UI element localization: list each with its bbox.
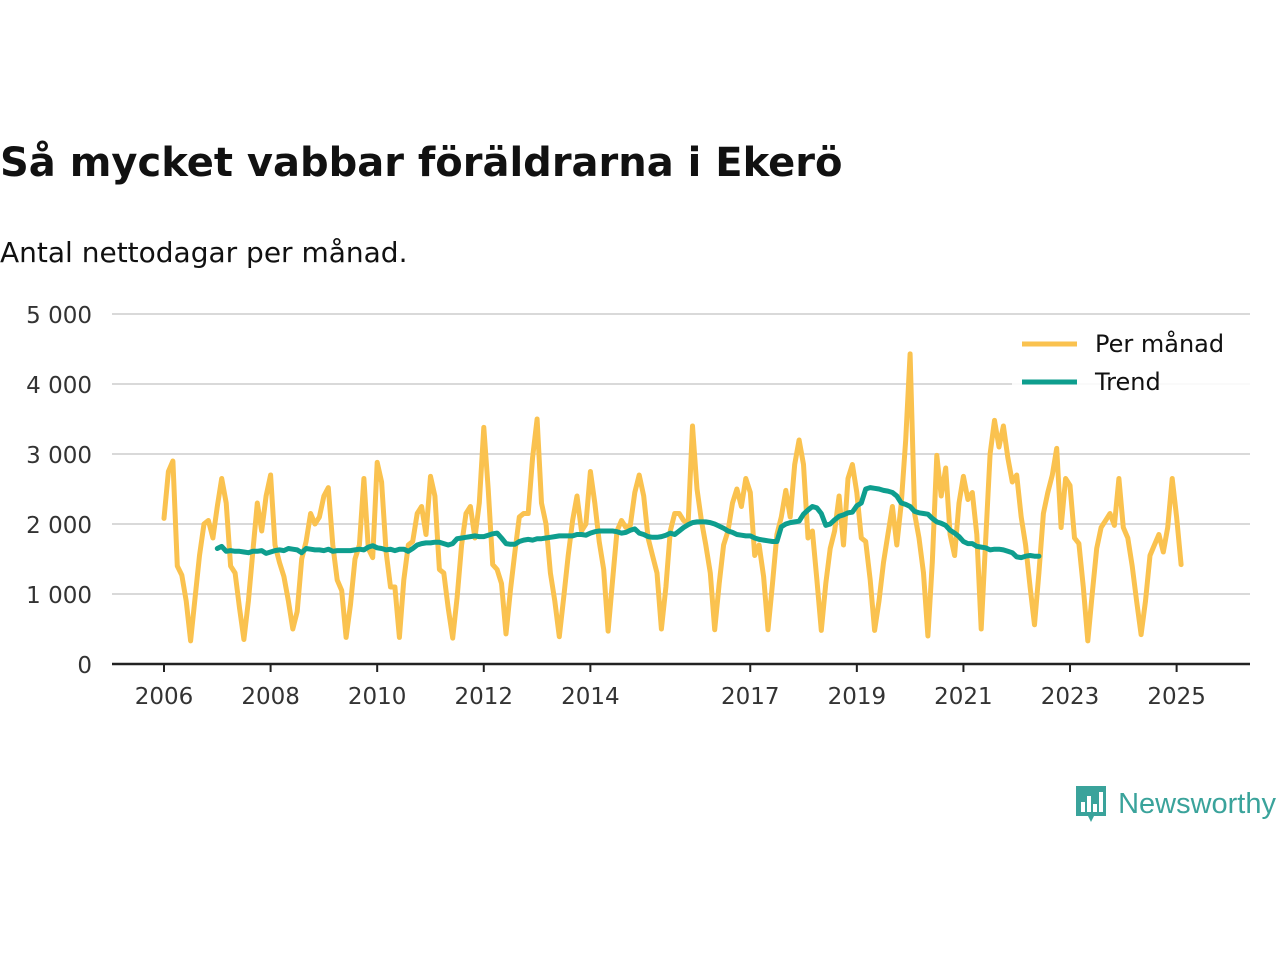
chart-subtitle: Antal nettodagar per månad. bbox=[0, 236, 408, 269]
bar-chart-speech-bubble-icon bbox=[1076, 786, 1107, 822]
x-tick-label: 2017 bbox=[721, 684, 780, 710]
y-tick-label: 3 000 bbox=[26, 443, 92, 469]
y-tick-label: 1 000 bbox=[26, 583, 92, 609]
legend-label: Trend bbox=[1094, 368, 1161, 396]
y-axis-ticks: 0 1 000 2 000 3 000 4 000 5 000 bbox=[26, 303, 92, 679]
series-line-trend bbox=[214, 485, 1042, 561]
x-tick-label: 2012 bbox=[455, 684, 514, 710]
legend: Per månad Trend bbox=[1012, 324, 1250, 402]
x-tick-label: 2014 bbox=[561, 684, 620, 710]
brand-logo: Newsworthy bbox=[1074, 784, 1276, 824]
x-tick-label: 2008 bbox=[241, 684, 300, 710]
x-tick-label: 2025 bbox=[1147, 684, 1206, 710]
x-tick-label: 2023 bbox=[1041, 684, 1100, 710]
chart-title: Så mycket vabbar föräldrarna i Ekerö bbox=[0, 140, 843, 186]
y-tick-label: 4 000 bbox=[26, 373, 92, 399]
y-tick-label: 5 000 bbox=[26, 303, 92, 329]
x-tick-label: 2021 bbox=[934, 684, 993, 710]
legend-background bbox=[1012, 324, 1250, 402]
x-tick-label: 2006 bbox=[135, 684, 194, 710]
x-tick-label: 2010 bbox=[348, 684, 407, 710]
brand-name: Newsworthy bbox=[1118, 787, 1276, 820]
legend-label: Per månad bbox=[1095, 329, 1224, 358]
y-tick-label: 0 bbox=[77, 653, 92, 679]
series-group bbox=[161, 351, 1184, 644]
x-axis-ticks: 2006 2008 2010 2012 2014 2017 2019 2021 2023 2025 bbox=[135, 664, 1206, 710]
x-tick-label: 2019 bbox=[828, 684, 887, 710]
y-tick-label: 2 000 bbox=[26, 513, 92, 539]
